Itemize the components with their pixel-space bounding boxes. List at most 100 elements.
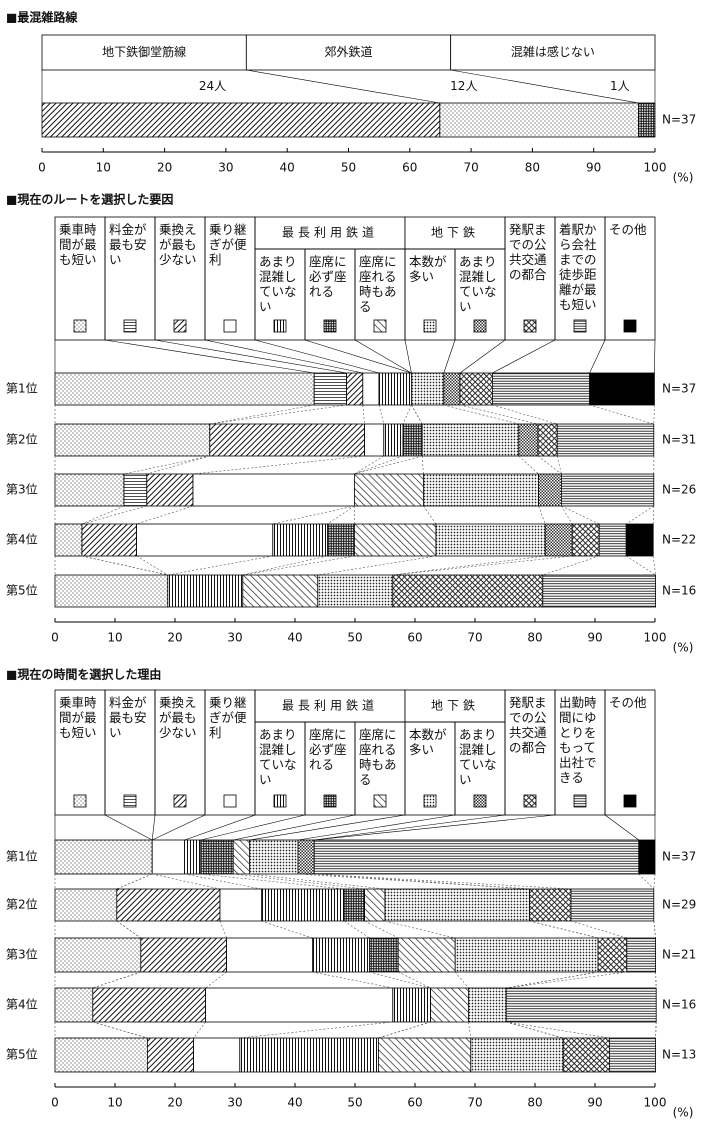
bar-segment <box>397 937 456 973</box>
x-tick-label: 90 <box>586 161 601 175</box>
x-unit-label: (%) <box>673 1106 694 1120</box>
bar-segment <box>232 839 250 875</box>
row-connector <box>314 873 530 890</box>
x-tick-label: 10 <box>107 631 122 645</box>
bar-segment <box>491 372 590 406</box>
legend-swatch <box>423 794 437 808</box>
row-connector <box>392 555 546 576</box>
bar-segment <box>459 372 493 406</box>
category-label: 第3位 <box>6 948 38 962</box>
row-connector <box>492 404 558 425</box>
bar-segment <box>54 937 142 973</box>
chart-title: ■現在のルートを選択した要因 <box>6 192 173 207</box>
bar-segment <box>297 839 315 875</box>
row-connector <box>378 1021 431 1039</box>
bar-segment <box>54 473 125 507</box>
x-tick-label: 20 <box>167 1096 182 1110</box>
bar-segment <box>167 574 244 608</box>
row-connector <box>362 404 365 425</box>
row-connector <box>506 1021 564 1039</box>
bar-segment <box>384 888 531 922</box>
bar-segment <box>311 937 370 973</box>
row-connector <box>626 555 656 576</box>
bar-segment <box>346 372 364 406</box>
row-connector <box>209 404 315 425</box>
x-tick-label: 40 <box>280 161 295 175</box>
legend-connector <box>354 339 412 374</box>
bar-segment <box>467 987 507 1023</box>
row-connector <box>570 920 627 939</box>
row-connector <box>653 404 655 425</box>
row-connector <box>411 404 423 425</box>
n-label: N=16 <box>662 998 696 1012</box>
bar-segment <box>54 423 211 457</box>
bar-segment <box>362 372 380 406</box>
x-tick-label: 50 <box>347 631 362 645</box>
x-tick-label: 90 <box>587 1096 602 1110</box>
bar-segment <box>638 102 656 138</box>
legend-swatch <box>623 319 637 333</box>
row-connector <box>81 505 147 525</box>
bar-segment <box>219 888 262 922</box>
row-connector <box>506 971 599 989</box>
bar-segment <box>430 987 469 1023</box>
legend-connector <box>443 339 456 374</box>
row-connector <box>369 971 431 989</box>
group-label: 最長利用鉄道 <box>282 698 378 713</box>
legend-connector <box>589 339 606 374</box>
row-connector <box>249 873 386 890</box>
bar-segment <box>41 102 441 138</box>
row-connector <box>421 455 424 475</box>
bar-segment <box>317 574 394 608</box>
row-connector <box>167 555 273 576</box>
legend-connector <box>314 814 506 841</box>
x-tick-label: 10 <box>107 1096 122 1110</box>
row-connector <box>538 505 546 525</box>
row-connector <box>205 971 227 989</box>
row-connector <box>239 1021 393 1039</box>
bar-segment <box>364 888 386 922</box>
bar-segment <box>589 372 655 406</box>
group-box <box>404 216 506 250</box>
bar-segment <box>625 523 654 557</box>
group-label: 地下鉄 <box>431 225 479 240</box>
legend-box <box>450 34 656 71</box>
legend-box <box>41 34 247 71</box>
bar-segment <box>562 1037 610 1073</box>
x-tick-label: 60 <box>407 1096 422 1110</box>
x-tick-label: 70 <box>467 1096 482 1110</box>
row-connector <box>638 873 655 890</box>
legend-connector <box>104 339 315 374</box>
count-label: 12人 <box>450 79 477 93</box>
row-connector <box>652 555 656 576</box>
bar-segment <box>146 1037 194 1073</box>
legend-connector <box>249 814 406 841</box>
x-tick-label: 50 <box>341 161 356 175</box>
legend-swatch <box>623 794 637 808</box>
bar-segment <box>313 839 640 875</box>
legend-swatch <box>473 794 487 808</box>
bar-segment <box>364 423 385 457</box>
bar-segment <box>209 423 366 457</box>
legend-swatch <box>573 794 587 808</box>
n-label: N=16 <box>662 584 696 598</box>
row-connector <box>92 1021 148 1039</box>
bar-segment <box>443 372 461 406</box>
bar-segment <box>242 574 319 608</box>
row-connector <box>626 505 654 525</box>
chart-title: ■現在の時間を選択した理由 <box>6 667 161 682</box>
legend-swatch <box>323 794 337 808</box>
bar-segment <box>422 473 539 507</box>
row-connector <box>653 920 656 939</box>
n-label: N=22 <box>662 533 696 547</box>
bar-segment <box>454 937 599 973</box>
group-box <box>254 216 406 250</box>
bar-segment <box>184 839 202 875</box>
row-connector <box>561 505 600 525</box>
legend-swatch <box>573 319 587 333</box>
legend-label: 地下鉄御堂筋線 <box>102 44 186 59</box>
group-label: 地下鉄 <box>431 698 479 713</box>
row-connector <box>327 505 355 525</box>
row-connector <box>529 920 599 939</box>
